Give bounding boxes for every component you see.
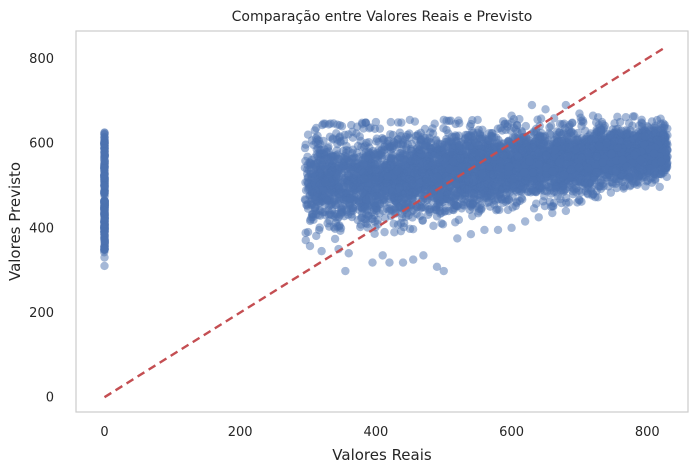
data-point: [423, 210, 433, 220]
data-point: [468, 211, 477, 221]
data-point: [328, 205, 337, 215]
data-point: [320, 177, 330, 187]
data-point: [474, 207, 484, 216]
data-point: [318, 120, 327, 130]
data-point: [375, 124, 385, 133]
data-point: [468, 200, 477, 210]
data-point: [327, 178, 336, 187]
data-point: [397, 118, 406, 127]
data-point: [395, 128, 405, 137]
data-point: [450, 193, 459, 203]
data-point: [542, 187, 552, 196]
data-point: [301, 236, 310, 245]
data-point: [329, 223, 339, 232]
data-point: [557, 198, 566, 208]
data-point: [390, 228, 399, 237]
data-point: [325, 132, 335, 142]
data-point: [388, 130, 398, 140]
data-point: [339, 161, 348, 170]
data-point: [380, 213, 390, 223]
data-point: [374, 137, 383, 147]
data-point: [314, 136, 324, 145]
data-point: [393, 220, 403, 229]
data-point: [371, 165, 380, 174]
data-point: [408, 213, 417, 222]
data-point: [428, 129, 438, 138]
data-point: [501, 125, 510, 135]
plot-area: [99, 46, 672, 399]
data-point: [521, 121, 531, 131]
data-point: [396, 226, 406, 236]
data-point: [438, 220, 448, 229]
data-point: [401, 212, 411, 222]
data-point: [335, 185, 344, 194]
data-point: [316, 145, 326, 155]
data-point: [429, 221, 438, 231]
data-point: [549, 198, 559, 208]
data-point: [373, 184, 382, 193]
data-point: [463, 185, 472, 195]
data-point: [318, 208, 328, 217]
data-point: [498, 117, 508, 126]
data-point: [493, 194, 503, 204]
data-point: [403, 199, 413, 209]
data-point: [305, 216, 315, 226]
data-point: [358, 188, 368, 198]
data-point: [622, 175, 631, 184]
data-point: [325, 216, 334, 225]
data-point: [512, 197, 521, 207]
data-point: [420, 124, 430, 134]
data-point: [573, 136, 583, 145]
data-point: [305, 241, 315, 251]
data-point: [100, 236, 109, 245]
data-point: [610, 174, 619, 184]
data-point: [529, 187, 538, 196]
data-point: [405, 224, 415, 234]
data-point: [430, 151, 439, 160]
data-point: [577, 188, 586, 197]
data-point: [336, 210, 345, 219]
data-point: [370, 229, 379, 238]
data-point: [533, 115, 542, 124]
data-point: [558, 120, 567, 129]
data-point: [455, 119, 464, 128]
data-point: [569, 185, 579, 194]
data-point: [655, 182, 664, 192]
data-point: [546, 121, 556, 130]
data-point: [356, 222, 365, 232]
data-point: [492, 205, 501, 215]
data-point: [348, 127, 357, 137]
data-point: [300, 143, 310, 153]
data-point: [455, 141, 464, 150]
data-point: [630, 112, 639, 121]
data-point: [628, 121, 637, 130]
data-point: [324, 120, 333, 129]
data-point: [380, 227, 389, 237]
data-point: [347, 154, 356, 163]
data-point: [386, 117, 396, 127]
data-point: [322, 195, 331, 205]
data-point: [635, 121, 644, 130]
data-point: [621, 113, 631, 122]
data-point: [336, 137, 345, 146]
data-point: [365, 143, 374, 152]
data-point: [312, 231, 321, 241]
data-point: [466, 119, 476, 129]
data-point: [340, 130, 350, 140]
data-point: [606, 188, 616, 197]
data-point: [304, 178, 313, 188]
data-point: [454, 215, 464, 225]
data-point: [416, 203, 426, 212]
data-point: [343, 170, 353, 180]
data-point: [549, 114, 559, 123]
